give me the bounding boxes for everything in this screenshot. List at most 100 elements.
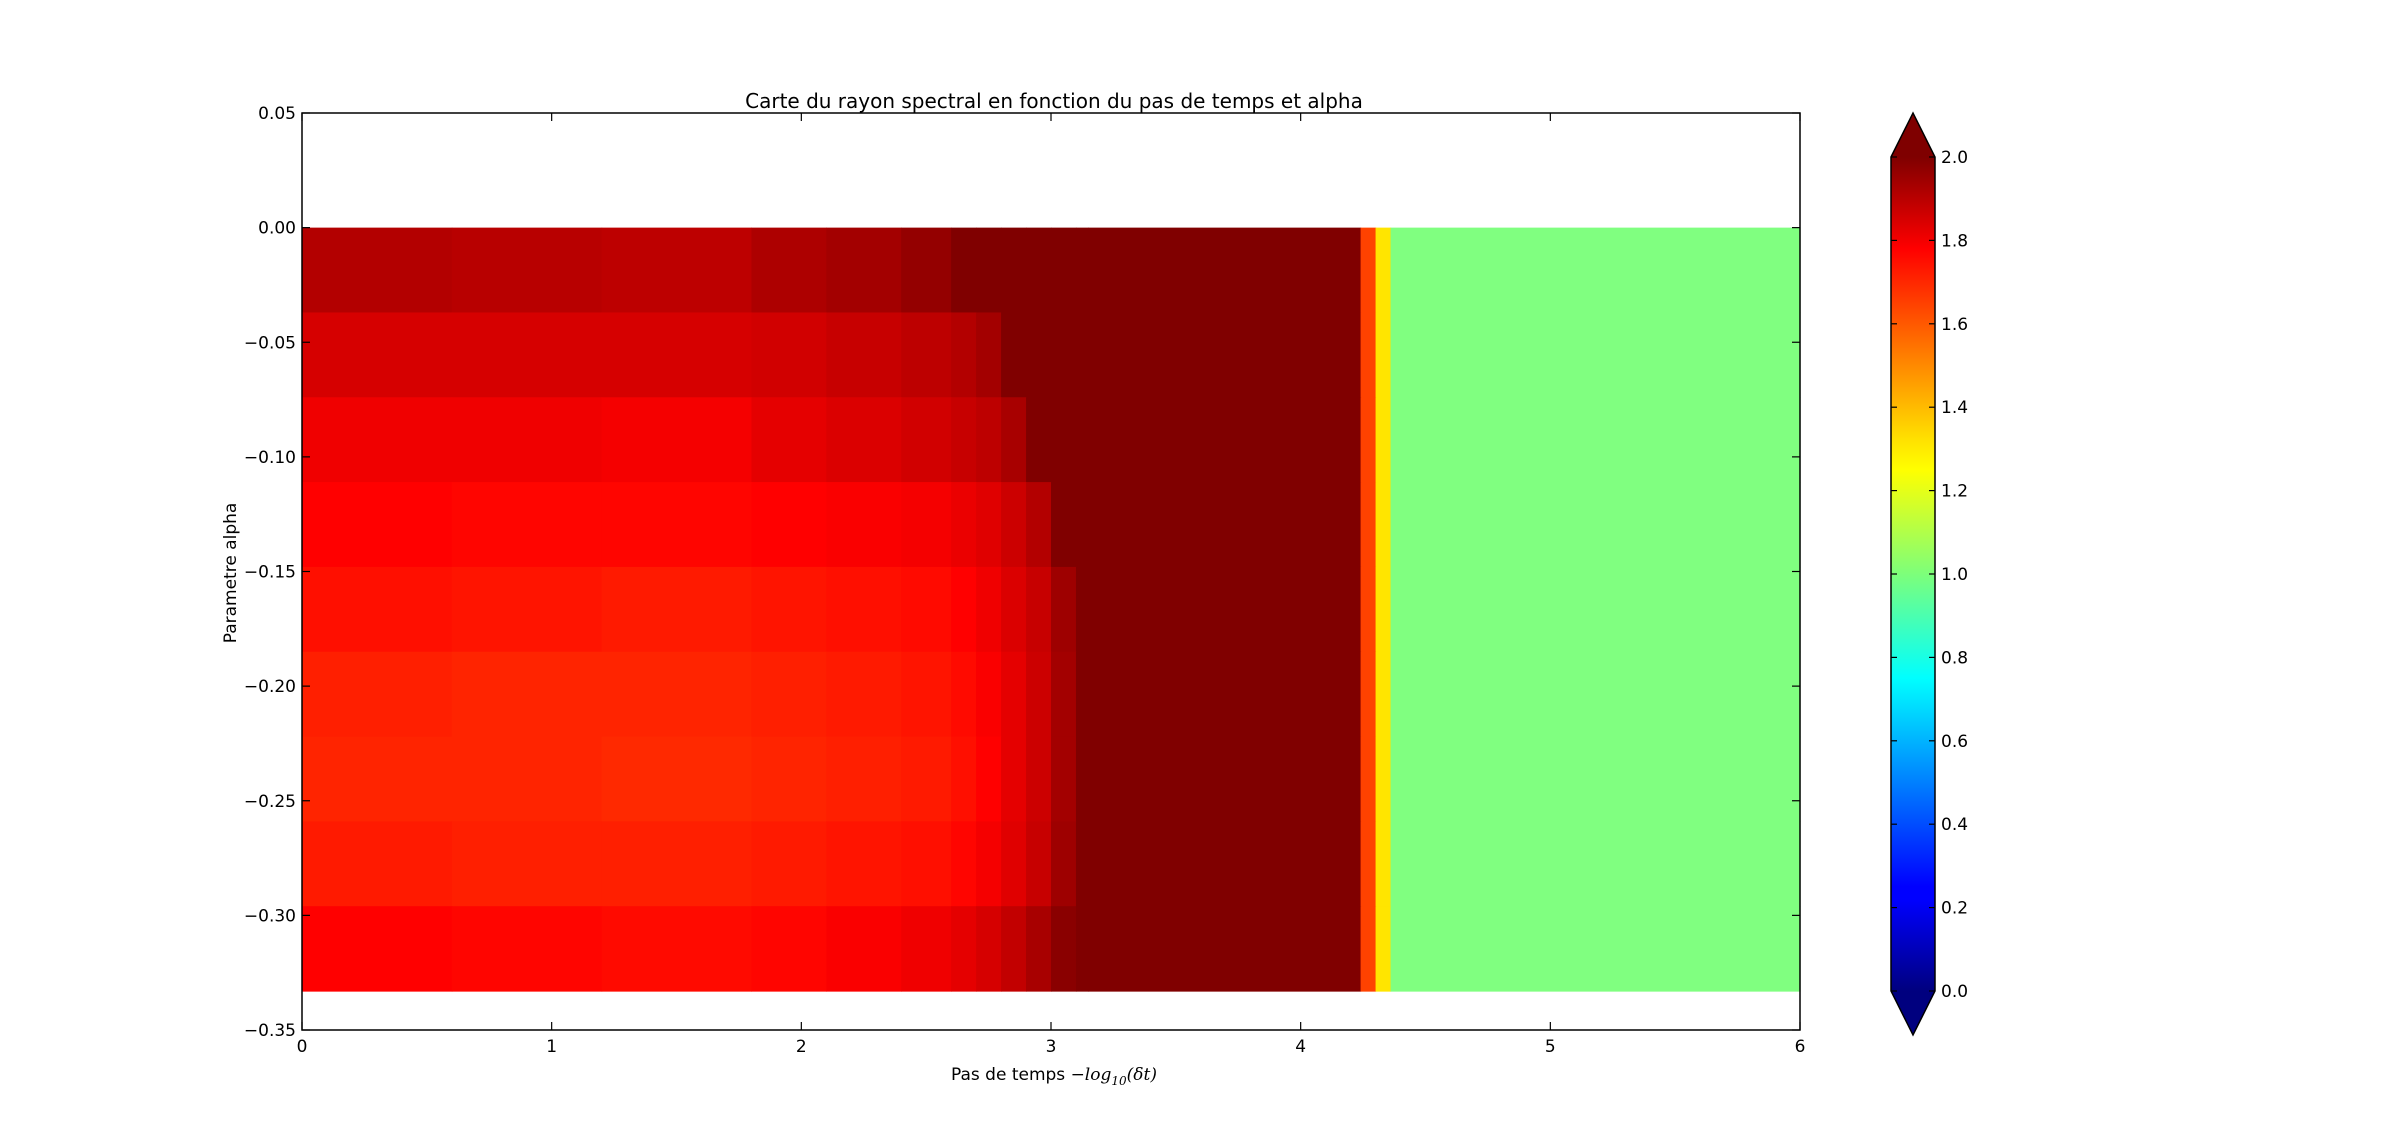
heatmap-cell bbox=[1051, 906, 1077, 992]
heatmap-cell bbox=[451, 312, 603, 398]
y-tick-label: −0.10 bbox=[244, 448, 296, 468]
heatmap-cell bbox=[1001, 821, 1027, 907]
heatmap-cell bbox=[826, 312, 902, 398]
heatmap-cell bbox=[302, 651, 453, 738]
heatmap-cell bbox=[826, 482, 902, 568]
heatmap-cell bbox=[1001, 906, 1027, 992]
heatmap-cell bbox=[1390, 821, 1801, 907]
heatmap-cell bbox=[826, 227, 902, 314]
heatmap-cell bbox=[1051, 736, 1077, 822]
heatmap-cell bbox=[1375, 566, 1392, 653]
heatmap-plot-area: 0 1 2 3 4 5 6 0.05 0.00 −0.05 −0.10 −0.15 −0.20 −0.2… bbox=[244, 104, 1806, 1057]
heatmap-cell bbox=[1360, 312, 1377, 398]
y-tick-label: 0.00 bbox=[258, 219, 296, 239]
heatmap-cell bbox=[1088, 566, 1362, 653]
y-tick-label: −0.20 bbox=[244, 677, 296, 697]
heatmap-cell bbox=[751, 906, 827, 992]
heatmap-cell bbox=[1390, 736, 1801, 822]
heatmap-cell bbox=[451, 482, 603, 568]
heatmap-cell bbox=[1088, 397, 1362, 483]
colorbar-tick-label: 0.4 bbox=[1941, 815, 1968, 835]
heatmap-cell bbox=[951, 906, 977, 992]
colorbar-gradient bbox=[1891, 157, 1935, 991]
heatmap-cell bbox=[1026, 397, 1052, 483]
y-tick-label: −0.30 bbox=[244, 906, 296, 926]
heatmap-cell bbox=[751, 482, 827, 568]
heatmap-cell bbox=[901, 821, 952, 907]
heatmap-cell bbox=[451, 651, 603, 738]
heatmap-cell bbox=[1075, 566, 1090, 653]
heatmap-cell bbox=[901, 651, 952, 738]
heatmap-cell bbox=[1001, 651, 1027, 738]
y-axis-label: Parametre alpha bbox=[221, 503, 241, 644]
y-tick-label: −0.05 bbox=[244, 333, 296, 353]
heatmap-cell bbox=[751, 736, 827, 822]
heatmap-cell bbox=[976, 482, 1002, 568]
heatmap-cell bbox=[1360, 651, 1377, 738]
heatmap-cell bbox=[302, 566, 453, 653]
heatmap-cell bbox=[951, 821, 977, 907]
heatmap-cell bbox=[1375, 651, 1392, 738]
heatmap-cell bbox=[1026, 227, 1052, 314]
colorbar-tick-label: 1.4 bbox=[1941, 398, 1968, 418]
heatmap-cell bbox=[1051, 566, 1077, 653]
x-tick-label: 3 bbox=[1046, 1037, 1057, 1057]
heatmap-cell bbox=[1026, 906, 1052, 992]
heatmap-cell bbox=[901, 312, 952, 398]
heatmap-cell bbox=[1026, 482, 1052, 568]
heatmap-cell bbox=[1088, 482, 1362, 568]
heatmap-cell bbox=[751, 821, 827, 907]
x-axis-ticks: 0 1 2 3 4 5 6 bbox=[297, 113, 1806, 1057]
x-axis-label: Pas de temps −log10(δt) bbox=[951, 1065, 1157, 1088]
heatmap-cell bbox=[1375, 482, 1392, 568]
colorbar-tick-label: 0.0 bbox=[1941, 982, 1968, 1002]
colorbar: 0.0 0.2 0.4 0.6 0.8 1.0 1.2 1.4 1.6 1.8 2.0 bbox=[1890, 111, 1968, 1037]
heatmap-cell bbox=[1075, 821, 1090, 907]
heatmap-cell bbox=[1051, 651, 1077, 738]
y-tick-label: 0.05 bbox=[258, 104, 296, 124]
heatmap-cells bbox=[302, 227, 1801, 992]
heatmap-cell bbox=[826, 651, 902, 738]
heatmap-cell bbox=[601, 227, 752, 314]
heatmap-cell bbox=[976, 566, 1002, 653]
heatmap-cell bbox=[901, 482, 952, 568]
colorbar-tick-label: 1.6 bbox=[1941, 315, 1968, 335]
heatmap-cell bbox=[901, 227, 952, 314]
heatmap-cell bbox=[976, 906, 1002, 992]
x-tick-label: 6 bbox=[1795, 1037, 1806, 1057]
heatmap-cell bbox=[951, 397, 977, 483]
heatmap-cell bbox=[1375, 227, 1392, 314]
heatmap-cell bbox=[1026, 651, 1052, 738]
heatmap-cell bbox=[302, 736, 453, 822]
heatmap-cell bbox=[1075, 482, 1090, 568]
heatmap-cell bbox=[826, 736, 902, 822]
heatmap-cell bbox=[1026, 566, 1052, 653]
heatmap-cell bbox=[451, 227, 603, 314]
heatmap-cell bbox=[1026, 312, 1052, 398]
chart-title: Carte du rayon spectral en fonction du p… bbox=[745, 89, 1363, 113]
heatmap-cell bbox=[601, 397, 752, 483]
heatmap-cell bbox=[1375, 312, 1392, 398]
heatmap-cell bbox=[451, 906, 603, 992]
heatmap-cell bbox=[1051, 821, 1077, 907]
heatmap-cell bbox=[951, 227, 977, 314]
heatmap-cell bbox=[901, 906, 952, 992]
heatmap-cell bbox=[1075, 651, 1090, 738]
heatmap-cell bbox=[751, 312, 827, 398]
heatmap-cell bbox=[751, 566, 827, 653]
heatmap-cell bbox=[302, 312, 453, 398]
heatmap-cell bbox=[751, 397, 827, 483]
heatmap-cell bbox=[1360, 227, 1377, 314]
heatmap-cell bbox=[302, 821, 453, 907]
heatmap-cell bbox=[976, 312, 1002, 398]
heatmap-cell bbox=[1075, 227, 1090, 314]
heatmap-cell bbox=[951, 312, 977, 398]
x-tick-label: 0 bbox=[297, 1037, 308, 1057]
heatmap-cell bbox=[1390, 227, 1801, 314]
heatmap-cell bbox=[1375, 736, 1392, 822]
heatmap-cell bbox=[1088, 736, 1362, 822]
heatmap-cell bbox=[1088, 651, 1362, 738]
y-tick-label: −0.35 bbox=[244, 1021, 296, 1041]
heatmap-cell bbox=[1360, 482, 1377, 568]
